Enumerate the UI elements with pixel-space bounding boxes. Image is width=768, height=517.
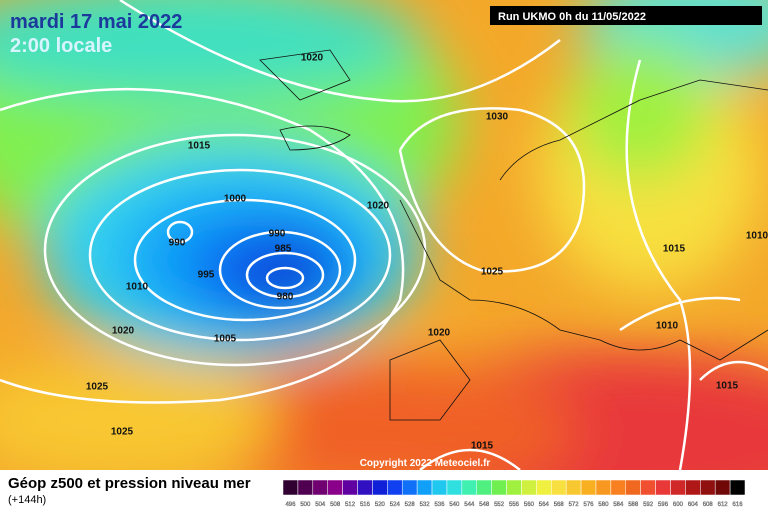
colorbar-swatch [551,479,567,496]
colorbar-label: 496 [285,502,296,508]
isobar-label: 1010 [126,282,149,293]
colorbar-swatch [312,479,328,496]
colorbar-label: 596 [658,502,669,508]
run-box [490,6,762,25]
isobar-label: 980 [277,292,294,303]
colorbar-swatch [327,479,343,496]
colorbar-label: 512 [345,502,356,508]
isobar-label: 1015 [471,441,494,452]
colorbar-label: 560 [524,502,535,508]
isobar-label: 1030 [486,112,509,123]
colorbar-label: 516 [360,502,371,508]
colorbar-label: 532 [420,502,431,508]
isobar-label: 995 [198,270,215,281]
colorbar-swatch [521,479,537,496]
isobar-label: 1015 [663,244,686,255]
isobar-label: 1020 [428,328,451,339]
isobar-label: 1015 [716,381,739,392]
colorbar-swatch [685,479,701,496]
colorbar-swatch [476,479,492,496]
colorbar-swatch [640,479,656,496]
isobar-label: 1020 [112,326,135,337]
colorbar-swatch [655,479,671,496]
copyright: Copyright 2022 Meteociel.fr [360,458,491,469]
colorbar-label: 584 [613,502,624,508]
colorbar-label: 608 [703,502,714,508]
colorbar-label: 580 [598,502,609,508]
colorbar-swatch [387,479,403,496]
isobar-label: 1015 [188,141,211,152]
colorbar-label: 548 [479,502,490,508]
colorbar-swatch [446,479,463,496]
run-label: Run UKMO 0h du 11/05/2022 [498,11,646,23]
colorbar-swatch [372,479,388,496]
isobar-label: 1010 [656,321,679,332]
colorbar-label: 592 [643,502,654,508]
colorbar-label: 576 [584,502,595,508]
colorbar-swatch [401,479,418,496]
colorbar-label: 508 [330,502,341,508]
isobar-label: 1025 [86,382,109,393]
footer-lead: (+144h) [8,494,46,506]
isobar-label: 1005 [214,334,237,345]
colorbar-swatch [431,479,448,496]
colorbar-swatch [297,479,314,496]
colorbar-label: 504 [315,502,326,508]
colorbar-swatch [580,479,597,496]
isobar-label: 985 [275,244,292,255]
colorbar-swatch [536,479,552,496]
isobar-label: 1025 [481,267,504,278]
coastlines [259,49,768,421]
colorbar-label: 616 [733,502,744,508]
colorbar-label: 528 [405,502,416,508]
map-subtitle: 2:00 locale [10,35,112,57]
colorbar-swatch [342,479,358,496]
isobar-label: 1010 [746,231,768,242]
colorbar-swatch [357,479,373,496]
map-title: mardi 17 mai 2022 [10,11,182,33]
colorbar: 496 500 504 508 512 516 520 524 528 532 536 540 544 5… [282,479,746,508]
colorbar-label: 552 [494,502,505,508]
colorbar-swatch [565,479,582,496]
colorbar-label: 540 [449,502,460,508]
colorbar-swatch [610,479,627,496]
footer-title: Géop z500 et pression niveau mer [8,475,251,492]
colorbar-label: 568 [554,502,565,508]
colorbar-swatch [625,479,641,496]
colorbar-label: 588 [628,502,639,508]
colorbar-swatch [461,479,477,496]
isobar-label: 990 [169,238,186,249]
colorbar-swatch [416,479,433,496]
colorbar-swatch [700,479,716,496]
colorbar-label: 500 [300,502,311,508]
colorbar-swatch [282,479,299,496]
colorbar-label: 604 [688,502,699,508]
colorbar-swatch [506,479,522,496]
colorbar-label: 564 [539,502,550,508]
colorbar-swatch [491,479,507,496]
colorbar-label: 556 [509,502,520,508]
colorbar-label: 612 [718,502,729,508]
colorbar-label: 524 [390,502,401,508]
colorbar-swatch [714,479,731,496]
colorbar-swatch [729,479,746,496]
colorbar-label: 572 [569,502,580,508]
colorbar-swatch [595,479,612,496]
isobar-label: 1020 [301,53,324,64]
isobar-label: 1000 [224,194,247,205]
isobar-label: 1025 [111,427,134,438]
colorbar-swatch [670,479,686,496]
isobar-label: 990 [269,229,286,240]
colorbar-label: 536 [434,502,445,508]
isobar-label: 1020 [367,201,390,212]
colorbar-label: 544 [464,502,475,508]
colorbar-label: 600 [673,502,684,508]
colorbar-label: 520 [375,502,386,508]
